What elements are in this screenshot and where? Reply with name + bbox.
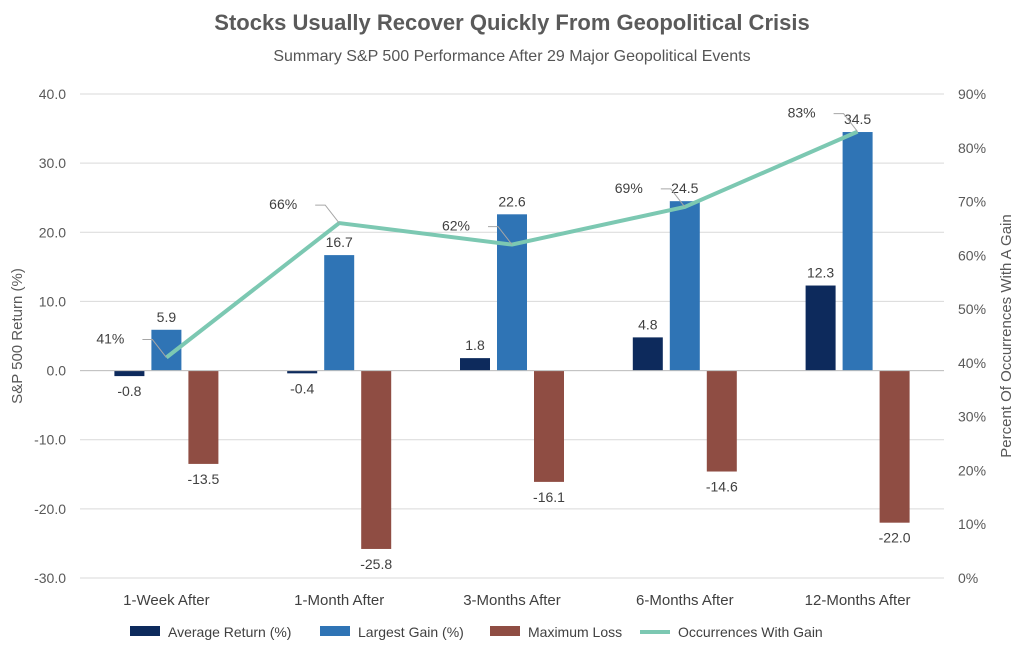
y-tick-label: 10.0 — [39, 293, 66, 309]
y2-tick-label: 50% — [958, 301, 986, 317]
data-label: 4.8 — [638, 316, 658, 332]
bar — [632, 337, 663, 371]
data-label: 24.5 — [671, 180, 698, 196]
data-label: -0.8 — [117, 383, 141, 399]
line-data-label: 66% — [269, 196, 297, 212]
data-label: -13.5 — [187, 471, 219, 487]
y-axis-title: S&P 500 Return (%) — [9, 268, 26, 404]
y2-tick-label: 20% — [958, 462, 986, 478]
bar — [879, 370, 910, 523]
y-tick-label: 30.0 — [39, 155, 66, 171]
series-line — [165, 129, 859, 360]
legend-label: Occurrences With Gain — [678, 624, 823, 640]
leader-line — [488, 226, 513, 245]
x-tick-label: 1-Week After — [123, 592, 209, 609]
leader-line — [315, 204, 340, 224]
bar — [324, 255, 355, 371]
bar — [842, 132, 873, 371]
y-tick-label: 40.0 — [39, 86, 66, 102]
bar — [460, 358, 490, 371]
bar — [188, 370, 219, 464]
y-tick-label: 20.0 — [39, 224, 66, 240]
legend-label: Average Return (%) — [168, 624, 291, 640]
y-tick-label: -10.0 — [34, 432, 66, 448]
data-label: -14.6 — [706, 479, 738, 495]
x-tick-label: 6-Months After — [636, 592, 734, 609]
y-tick-label: 0.0 — [47, 363, 67, 379]
y2-tick-label: 70% — [958, 194, 986, 210]
line-data-label: 62% — [442, 218, 470, 234]
y2-tick-label: 80% — [958, 140, 986, 156]
chart-subtitle: Summary S&P 500 Performance After 29 Maj… — [273, 48, 751, 65]
data-label: 1.8 — [465, 337, 485, 353]
data-label: -0.4 — [290, 380, 314, 396]
line-data-label: 69% — [615, 180, 643, 196]
bar — [114, 370, 145, 377]
leader-line — [660, 188, 686, 208]
x-tick-label: 12-Months After — [805, 592, 911, 609]
legend-label: Largest Gain (%) — [358, 624, 464, 640]
bar — [669, 201, 700, 371]
bar — [706, 370, 737, 472]
y2-tick-label: 30% — [958, 409, 986, 425]
data-label: 12.3 — [807, 265, 834, 281]
y2-tick-label: 40% — [958, 355, 986, 371]
legend-swatch — [130, 626, 160, 636]
data-label: -22.0 — [879, 530, 911, 546]
leader-line — [833, 113, 858, 132]
y-tick-label: -20.0 — [34, 501, 66, 517]
y2-tick-label: 60% — [958, 247, 986, 263]
line-data-label: 83% — [788, 105, 816, 121]
y2-tick-label: 0% — [958, 570, 978, 586]
line-data-label: 41% — [96, 331, 124, 347]
bar — [805, 285, 836, 371]
data-label: 16.7 — [326, 234, 353, 250]
legend-label: Maximum Loss — [528, 624, 622, 640]
leader-line — [142, 339, 167, 358]
bar — [497, 214, 527, 371]
bar — [361, 370, 392, 549]
y-tick-label: -30.0 — [34, 570, 66, 586]
legend-swatch — [320, 626, 350, 636]
data-label: -25.8 — [360, 556, 392, 572]
bar — [534, 370, 564, 482]
y2-axis-title: Percent Of Occurrences With A Gain — [998, 214, 1015, 457]
x-tick-label: 1-Month After — [294, 592, 384, 609]
x-tick-label: 3-Months After — [463, 592, 561, 609]
y2-tick-label: 10% — [958, 516, 986, 532]
data-label: 5.9 — [157, 309, 177, 325]
data-label: 22.6 — [498, 193, 525, 209]
chart-title: Stocks Usually Recover Quickly From Geop… — [214, 10, 810, 35]
bar — [287, 370, 318, 374]
legend-swatch — [490, 626, 520, 636]
y2-tick-label: 90% — [958, 86, 986, 102]
data-label: -16.1 — [533, 489, 565, 505]
